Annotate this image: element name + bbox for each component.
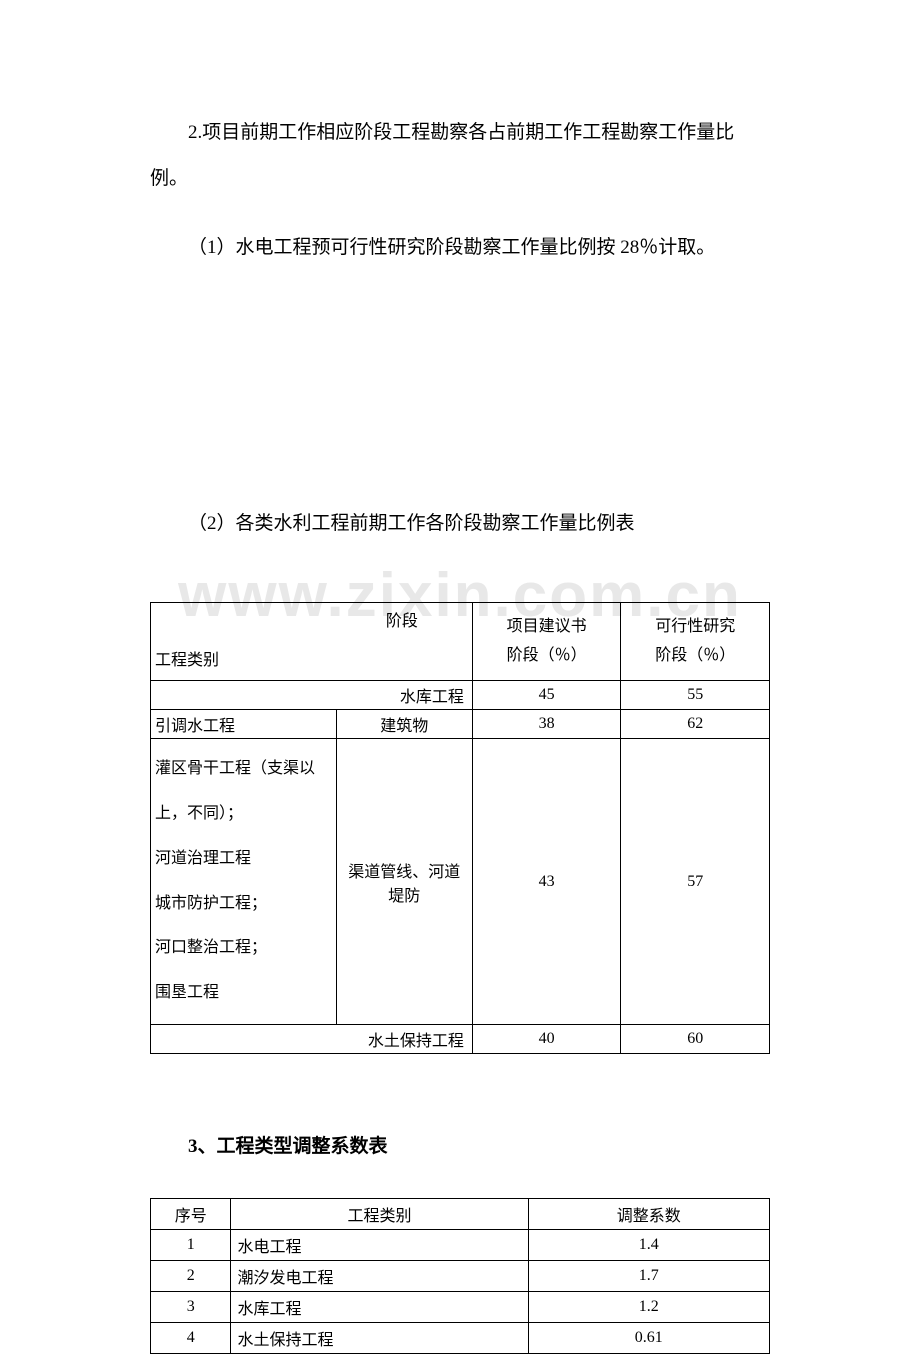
header-text: 可行性研究 [655, 618, 735, 635]
table-row: 水库工程 45 55 [151, 681, 770, 710]
cell-coef: 1.7 [528, 1260, 769, 1291]
cell-seq: 2 [151, 1260, 231, 1291]
table-row: 水土保持工程 40 60 [151, 1024, 770, 1053]
table-proportion: 阶段 工程类别 项目建议书 阶段（％） 可行性研究 阶段（％） 水库工程 45 … [150, 602, 770, 1054]
cell-coef: 1.4 [528, 1229, 769, 1260]
cell-value: 62 [621, 710, 770, 739]
heading-3: 3、工程类型调整系数表 [150, 1124, 770, 1170]
multi-line-1: 灌区骨干工程（支渠以上，不同）； [155, 760, 315, 822]
header-col-proposal: 项目建议书 阶段（％） [472, 603, 621, 681]
cell-seq: 1 [151, 1229, 231, 1260]
header-stage-label: 阶段 [155, 607, 466, 637]
header-text: 项目建议书 [507, 618, 587, 635]
multi-line-2: 河道治理工程 [155, 850, 251, 867]
cell-multi-label: 灌区骨干工程（支渠以上，不同）； 河道治理工程 城市防护工程； 河口整治工程； … [151, 739, 337, 1025]
table-row: 2 潮汐发电工程 1.7 [151, 1260, 770, 1291]
document-content: 2.项目前期工作相应阶段工程勘察各占前期工作工程勘察工作量比例。 （1）水电工程… [150, 110, 770, 1354]
cell-value: 55 [621, 681, 770, 710]
table-row: 序号 工程类别 调整系数 [151, 1198, 770, 1229]
cell-coef: 0.61 [528, 1322, 769, 1353]
paragraph-2: 2.项目前期工作相应阶段工程勘察各占前期工作工程勘察工作量比例。 [150, 110, 770, 201]
header-diagonal-cell: 阶段 工程类别 [151, 603, 473, 681]
paragraph-2-2: （2）各类水利工程前期工作各阶段勘察工作量比例表 [150, 501, 770, 547]
header-category: 工程类别 [231, 1198, 528, 1229]
table-row: 4 水土保持工程 0.61 [151, 1322, 770, 1353]
cell-coef: 1.2 [528, 1291, 769, 1322]
cell-value: 40 [472, 1024, 621, 1053]
cell-label: 水库工程 [151, 681, 473, 710]
cell-value: 43 [472, 739, 621, 1025]
cell-name: 水库工程 [231, 1291, 528, 1322]
multi-line-4: 河口整治工程； [155, 939, 267, 956]
cell-sublabel: 渠道管线、河道堤防 [336, 739, 472, 1025]
cell-name: 潮汐发电工程 [231, 1260, 528, 1291]
cell-seq: 3 [151, 1291, 231, 1322]
cell-name: 水电工程 [231, 1229, 528, 1260]
cell-label: 水土保持工程 [151, 1024, 473, 1053]
multi-line-3: 城市防护工程； [155, 895, 267, 912]
table-row: 引调水工程 建筑物 38 62 [151, 710, 770, 739]
header-seq: 序号 [151, 1198, 231, 1229]
header-coef: 调整系数 [528, 1198, 769, 1229]
cell-value: 38 [472, 710, 621, 739]
header-text: 阶段（％） [655, 647, 735, 664]
table-row: 3 水库工程 1.2 [151, 1291, 770, 1322]
header-category-label: 工程类别 [155, 646, 466, 676]
cell-value: 45 [472, 681, 621, 710]
table-coefficient: 序号 工程类别 调整系数 1 水电工程 1.4 2 潮汐发电工程 1.7 3 水… [150, 1198, 770, 1354]
cell-value: 57 [621, 739, 770, 1025]
table-row: 1 水电工程 1.4 [151, 1229, 770, 1260]
cell-value: 60 [621, 1024, 770, 1053]
header-col-feasibility: 可行性研究 阶段（％） [621, 603, 770, 681]
cell-name: 水土保持工程 [231, 1322, 528, 1353]
header-text: 阶段（％） [507, 647, 587, 664]
paragraph-2-1: （1）水电工程预可行性研究阶段勘察工作量比例按 28％计取。 [150, 225, 770, 271]
table-row: 阶段 工程类别 项目建议书 阶段（％） 可行性研究 阶段（％） [151, 603, 770, 681]
cell-sublabel: 建筑物 [336, 710, 472, 739]
cell-label: 引调水工程 [151, 710, 337, 739]
multi-line-5: 围垦工程 [155, 984, 219, 1001]
cell-seq: 4 [151, 1322, 231, 1353]
